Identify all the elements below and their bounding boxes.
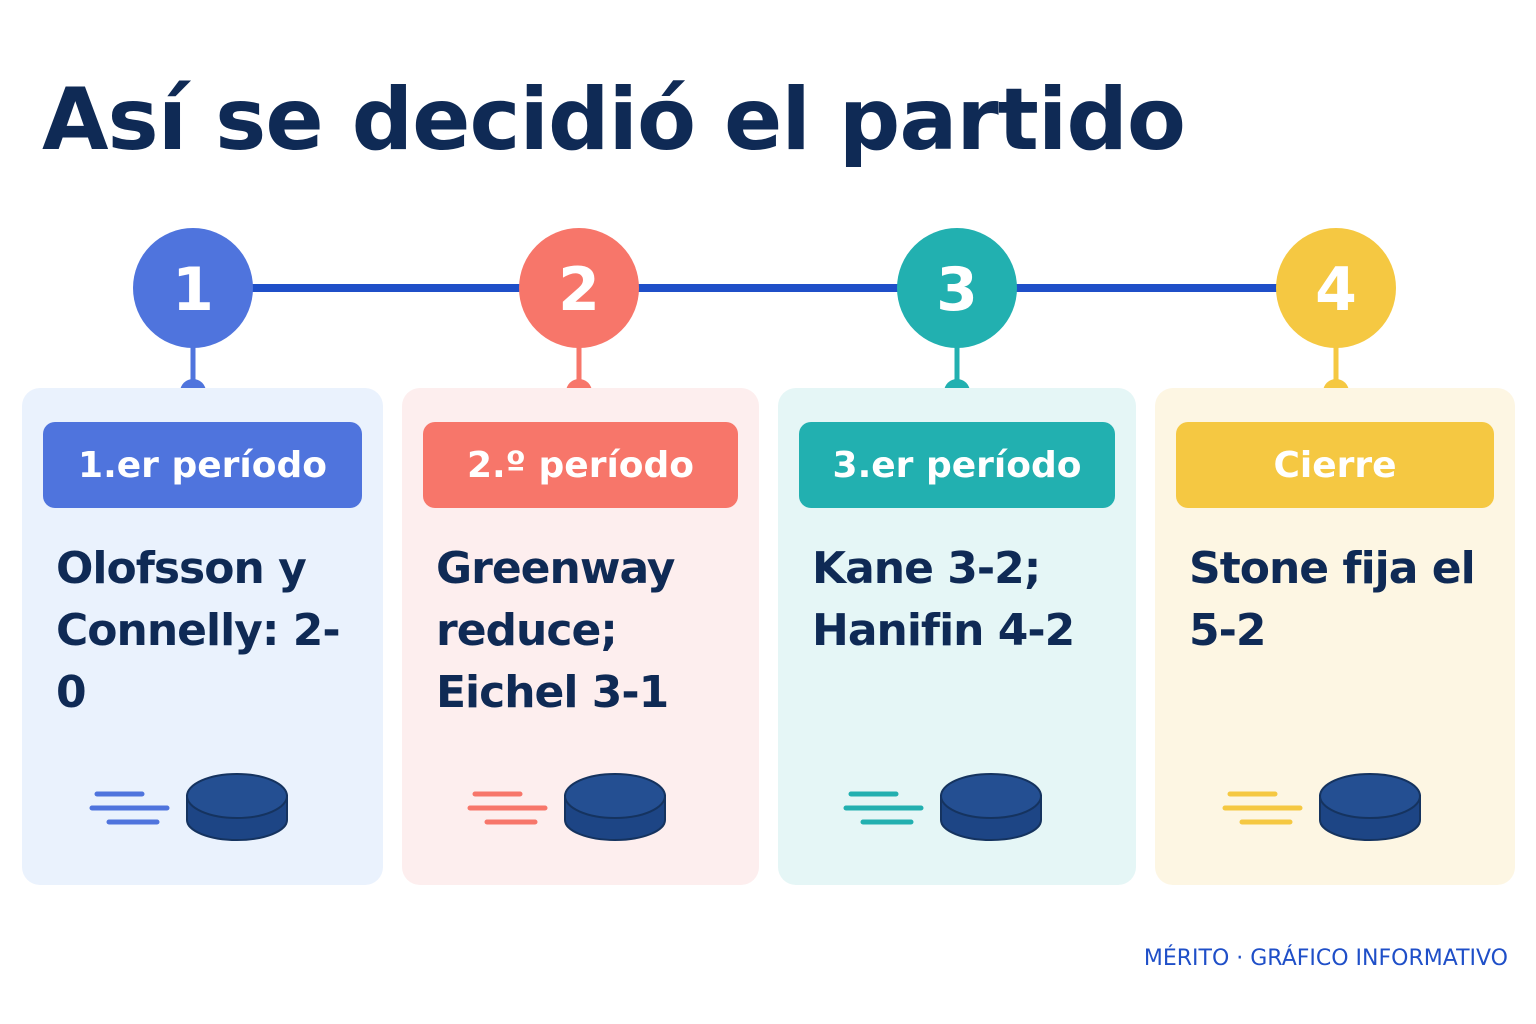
- step-number: 2: [558, 255, 600, 325]
- step-card: 3.er período Kane 3-2; Hanifin 4-2: [778, 388, 1136, 885]
- step-circle: [897, 228, 1017, 348]
- step-label: 1.er período: [43, 422, 362, 508]
- step-circle: [133, 228, 253, 348]
- step-text: Olofsson y Connelly: 2-0: [56, 543, 341, 718]
- step-text: Greenway reduce; Eichel 3-1: [436, 543, 676, 718]
- title: Así se decidió el partido: [42, 70, 1186, 170]
- step-label: 3.er período: [799, 422, 1115, 508]
- footer: MÉRITO · GRÁFICO INFORMATIVO: [1143, 946, 1508, 971]
- step-card: 1.er período Olofsson y Connelly: 2-0: [22, 388, 383, 885]
- step-number: 3: [936, 255, 978, 325]
- step-text: Kane 3-2; Hanifin 4-2: [812, 543, 1075, 656]
- step-number: 1: [172, 255, 214, 325]
- step-text: Stone fija el 5-2: [1189, 543, 1476, 656]
- step-number: 4: [1315, 255, 1357, 325]
- step-label: Cierre: [1176, 422, 1494, 508]
- puck-top: [1319, 773, 1421, 819]
- step-circle: [1276, 228, 1396, 348]
- puck-top: [186, 773, 288, 819]
- step-label: 2.º período: [423, 422, 738, 508]
- puck-top: [940, 773, 1042, 819]
- step-circle: [519, 228, 639, 348]
- puck-top: [564, 773, 666, 819]
